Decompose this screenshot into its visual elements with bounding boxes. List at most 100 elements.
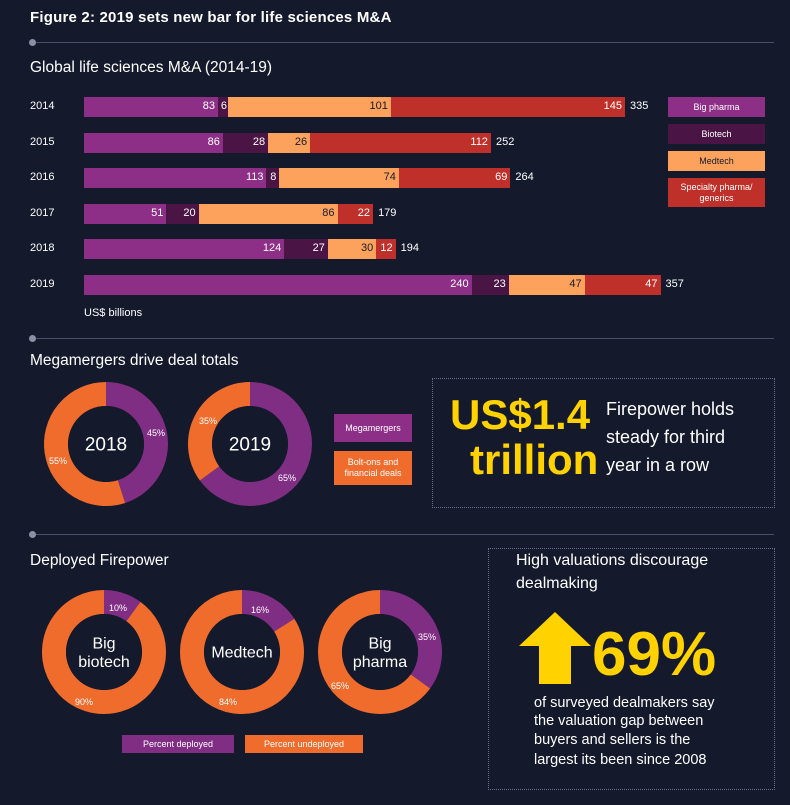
callout-text-2: steady for third [606, 427, 726, 447]
donut-slice-secondary [188, 382, 251, 481]
bar-value-label: 145 [603, 100, 622, 112]
bar-segment-specialty-pharma-generics [584, 275, 661, 295]
bar-segment-medtech [198, 204, 338, 224]
bar-value-label: 12 [380, 242, 393, 254]
year-label: 2014 [30, 100, 55, 112]
big-number-unit: trillion [470, 436, 599, 483]
bar-segment-specialty-pharma-generics [398, 168, 511, 188]
firepower-callout-box [432, 378, 775, 508]
bar-segment-big-pharma [84, 239, 285, 259]
donut-slice-primary [199, 382, 312, 506]
bar-segment-medtech [508, 275, 585, 295]
bar-value-label: 28 [252, 136, 266, 148]
bar-segment-biotech [471, 275, 509, 295]
bar-total-label: 194 [400, 242, 420, 254]
legend-label: Bolt-ons and financial deals [344, 457, 402, 478]
bar-segment-medtech [227, 97, 391, 117]
big-number-amount: US$1.4 [450, 391, 591, 438]
callout-text-1: Firepower holds [606, 399, 735, 419]
bar-segment-big-pharma [84, 275, 472, 295]
bar-segment-medtech [327, 239, 377, 259]
legend-percent-undeployed: Percent undeployed [245, 735, 363, 753]
section3-title: Deployed Firepower [30, 552, 169, 569]
donut-hole [66, 614, 142, 690]
legend-label: Percent undeployed [263, 738, 345, 749]
bar-value-label: 47 [645, 278, 658, 290]
bar-value-label: 112 [470, 136, 488, 148]
donut-slice-primary [103, 590, 141, 622]
donut-center-label: Big [368, 635, 391, 652]
bar-value-label: 113 [245, 171, 264, 183]
megamerger-donuts: 2018 45% 55% 2019 35% 65% [44, 382, 312, 506]
donut-slice-secondary [44, 382, 126, 506]
donut-hole [342, 614, 418, 690]
section4-title-1: High valuations discourage [516, 552, 713, 570]
legend-label: Biotech [701, 128, 732, 139]
year-label: 2019 [30, 278, 55, 290]
donut-hole [68, 406, 144, 482]
stat-desc-1: of surveyed dealmakers say [534, 695, 715, 711]
legend-label: Percent deployed [142, 738, 214, 749]
bar-total-label: 335 [630, 100, 649, 112]
stat-69-percent: 69% [592, 620, 717, 689]
legend-label: Medtech [699, 155, 734, 166]
year-label: 2018 [30, 242, 55, 254]
donut-hole [204, 614, 280, 690]
figure-title: Figure 2: 2019 sets new bar for life sci… [30, 9, 392, 26]
bar-value-label: 240 [450, 278, 469, 290]
section-divider [29, 39, 774, 46]
bar-segment-specialty-pharma-generics [390, 97, 625, 117]
bar-segment-specialty-pharma-generics [376, 239, 396, 259]
legend-medtech: Medtech [668, 151, 765, 171]
bar-value-label: 8 [270, 171, 277, 183]
donut-center-label: Big [92, 635, 115, 652]
bar-value-label: 51 [151, 207, 164, 219]
bar-value-label: 101 [369, 100, 388, 112]
section-divider [29, 335, 774, 342]
stat-desc-2: the valuation gap between [534, 713, 704, 729]
bar-segment-biotech [218, 97, 228, 117]
bar-value-label: 30 [361, 242, 374, 254]
legend-bolt-ons: Bolt-ons and financial deals [334, 451, 412, 485]
bar-segment-biotech [222, 133, 269, 153]
bar-value-label: 22 [357, 207, 371, 219]
donut-slice-primary [241, 590, 295, 633]
bar-value-label: 69 [495, 171, 508, 183]
donut-percent-label: 45% [147, 428, 165, 438]
donut-percent-label: 65% [331, 681, 349, 691]
legend-megamergers: Megamergers [334, 414, 412, 442]
year-label: 2016 [30, 171, 55, 183]
donut-slice-secondary [42, 590, 166, 714]
legend-percent-deployed: Percent deployed [122, 735, 234, 753]
bar-value-label: 83 [202, 100, 216, 112]
donut-slice-secondary [318, 590, 431, 714]
bar-segment-medtech [268, 133, 311, 153]
bar-segment-biotech [166, 204, 199, 224]
bar-value-label: 86 [207, 136, 220, 148]
bar-segment-big-pharma [84, 204, 167, 224]
bar-value-label: 20 [183, 207, 196, 219]
bar-total-label: 357 [665, 278, 684, 290]
bar-value-label: 26 [294, 136, 308, 148]
bar-value-label: 23 [493, 278, 506, 290]
bar-value-label: 74 [383, 171, 396, 183]
section4-title-2: dealmaking [516, 575, 598, 592]
bar-total-label: 264 [515, 171, 534, 183]
donut-center-label: Medtech [211, 645, 272, 662]
up-arrow-icon [519, 612, 591, 684]
donut-percent-label: 35% [199, 416, 217, 426]
bar-segment-medtech [279, 168, 399, 188]
bar-segment-biotech [284, 239, 328, 259]
bar-value-label: 6 [220, 100, 228, 112]
donut-percent-label: 90% [75, 697, 93, 707]
bar-value-label: 47 [569, 278, 582, 290]
donut-slice-primary [379, 590, 442, 689]
donut-percent-label: 65% [278, 473, 296, 483]
donut-hole [212, 406, 288, 482]
bar-value-label: 86 [322, 207, 335, 219]
legend-biotech: Biotech [668, 124, 765, 144]
donut-percent-label: 84% [219, 697, 237, 707]
firepower-donuts: Big biotech Medtech Big pharma 10% 90% 16% 84% 35… [42, 590, 442, 714]
legend-label: Big pharma [693, 101, 740, 112]
bar-segment-biotech [266, 168, 280, 188]
